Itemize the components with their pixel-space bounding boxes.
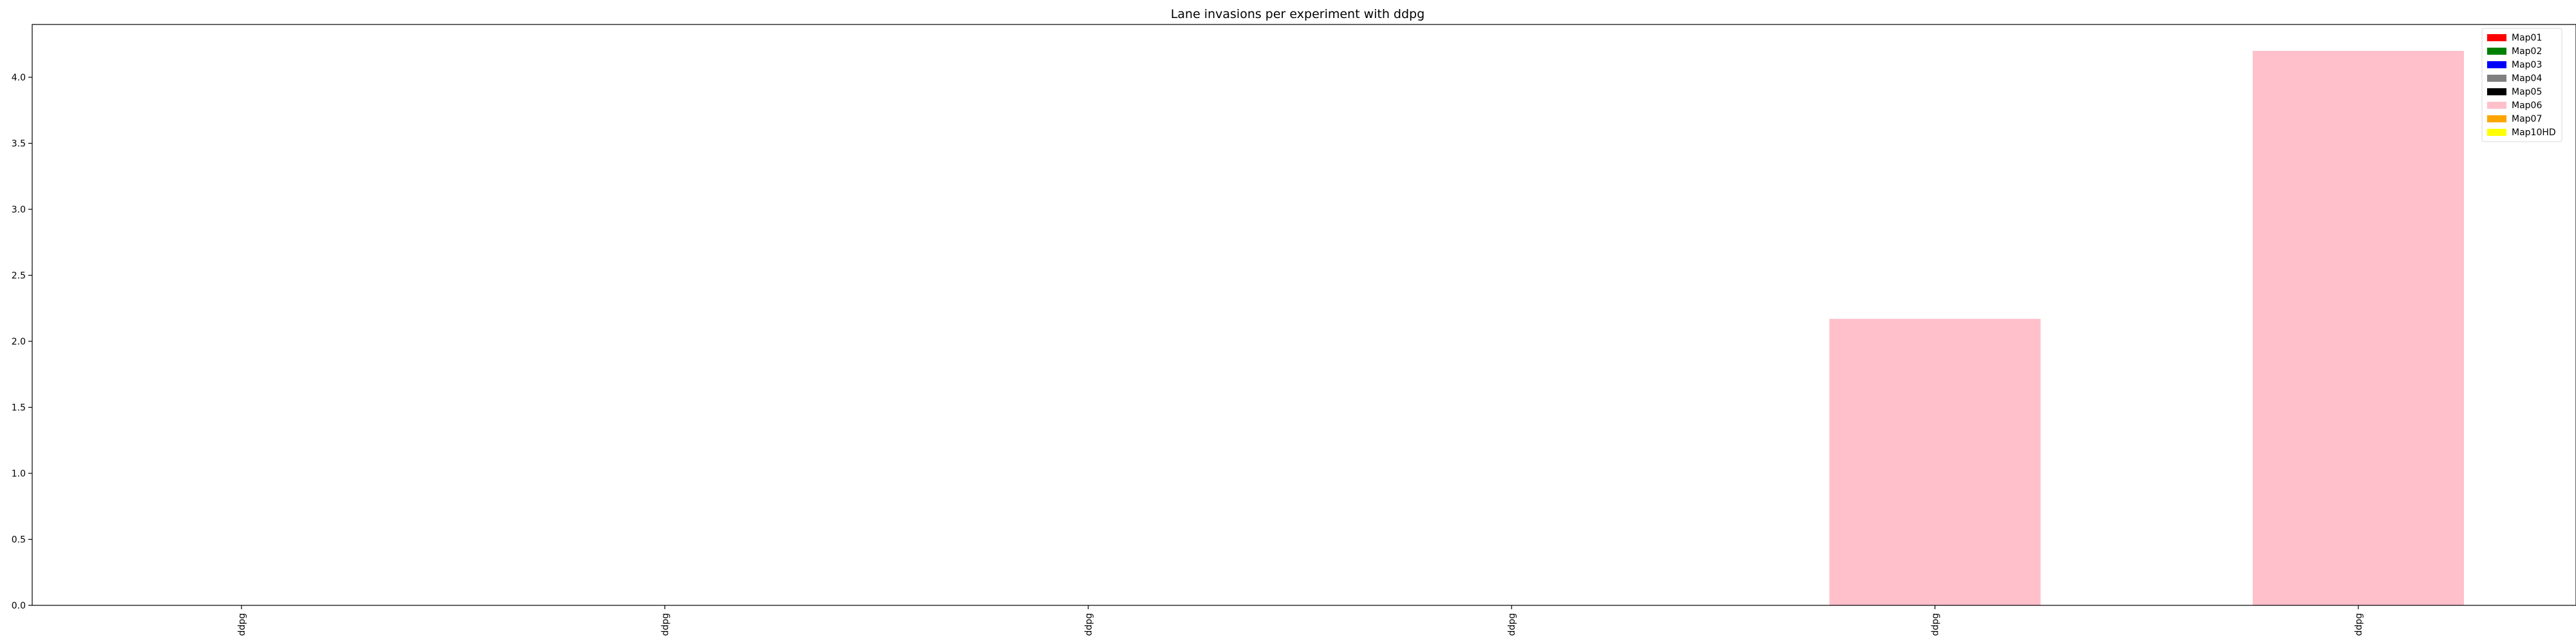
legend-box — [2481, 28, 2562, 142]
y-tick-label: 4.0 — [12, 73, 26, 83]
legend-label: Map06 — [2512, 100, 2542, 111]
bar-map06 — [2253, 51, 2464, 605]
legend-label: Map04 — [2512, 73, 2542, 84]
x-tick-label: ddpg — [1931, 613, 1941, 636]
y-tick-label: 2.5 — [12, 271, 26, 281]
x-tick-label: ddpg — [2354, 613, 2364, 636]
legend-swatch — [2487, 102, 2506, 109]
x-axis: ddpg ddpg ddpg ddpg ddpg ddpg — [237, 605, 2364, 636]
legend-label: Map07 — [2512, 114, 2542, 124]
y-tick-label: 1.0 — [12, 469, 26, 479]
y-tick-label: 1.5 — [12, 403, 26, 413]
legend: Map01 Map02 Map03 Map04 Map05 Map06 Map07 Map10… — [2481, 28, 2562, 142]
chart-title: Lane invasions per experiment with ddpg — [1171, 7, 1425, 21]
legend-label: Map03 — [2512, 60, 2542, 70]
x-tick-label: ddpg — [237, 613, 247, 636]
plot-frame — [32, 24, 2576, 606]
bars-group — [1829, 51, 2464, 605]
y-tick-label: 0.0 — [12, 601, 26, 611]
legend-label: Map02 — [2512, 46, 2542, 57]
legend-swatch — [2487, 75, 2506, 82]
legend-swatch — [2487, 34, 2506, 41]
y-tick-label: 0.5 — [12, 535, 26, 545]
x-tick-label: ddpg — [1084, 613, 1094, 636]
y-tick-label: 3.0 — [12, 205, 26, 215]
legend-swatch — [2487, 61, 2506, 68]
legend-label: Map05 — [2512, 87, 2542, 97]
legend-label: Map01 — [2512, 33, 2542, 43]
legend-swatch — [2487, 88, 2506, 95]
legend-label: Map10HD — [2512, 128, 2556, 138]
y-axis: 0.0 0.5 1.0 1.5 2.0 2.5 3.0 3.5 4.0 — [12, 73, 32, 611]
x-tick-label: ddpg — [1507, 613, 1517, 636]
bar-map06 — [1829, 319, 2041, 605]
y-tick-label: 3.5 — [12, 139, 26, 149]
x-tick-label: ddpg — [660, 613, 670, 636]
legend-swatch — [2487, 129, 2506, 136]
legend-swatch — [2487, 115, 2506, 122]
y-tick-label: 2.0 — [12, 337, 26, 347]
legend-swatch — [2487, 48, 2506, 55]
